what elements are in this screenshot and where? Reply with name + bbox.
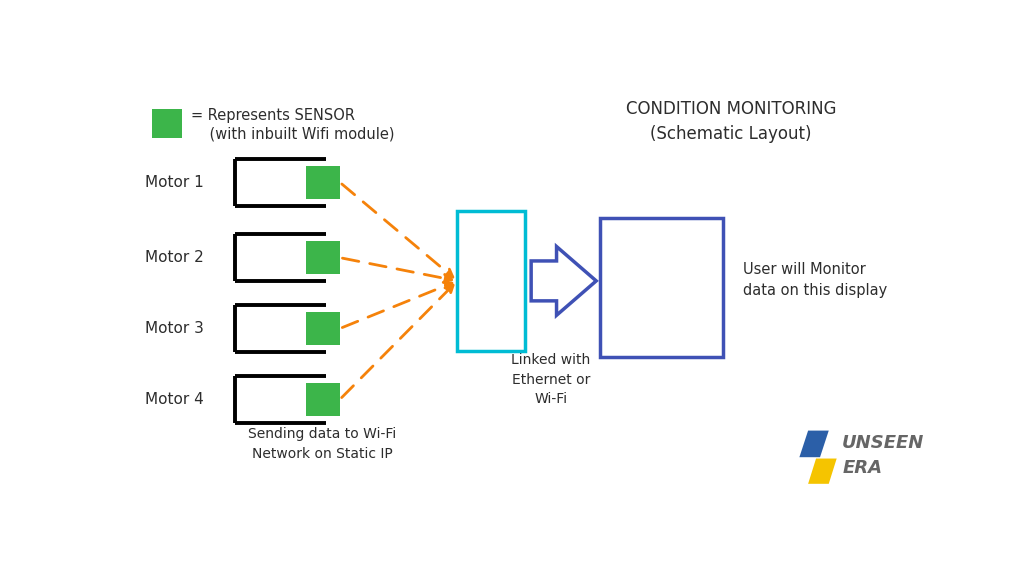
Text: with Software: with Software [612, 270, 713, 285]
Text: ERA: ERA [842, 459, 883, 478]
Text: User will Monitor
data on this display: User will Monitor data on this display [743, 262, 887, 298]
Text: Running: Running [612, 294, 673, 309]
FancyBboxPatch shape [306, 312, 340, 345]
FancyBboxPatch shape [152, 109, 182, 138]
Text: Motor 3: Motor 3 [144, 321, 204, 336]
Polygon shape [531, 247, 596, 315]
Text: Motor 1: Motor 1 [144, 175, 204, 190]
Polygon shape [808, 458, 837, 484]
Text: Linked with
Ethernet or
Wi-Fi: Linked with Ethernet or Wi-Fi [511, 353, 591, 406]
FancyBboxPatch shape [458, 211, 524, 351]
Text: Static IP: Static IP [460, 304, 522, 319]
FancyBboxPatch shape [306, 383, 340, 416]
Text: Sending data to Wi-Fi
Network on Static IP: Sending data to Wi-Fi Network on Static … [248, 427, 396, 461]
Text: Router: Router [466, 254, 516, 269]
Text: SERVER / PC: SERVER / PC [612, 245, 702, 260]
FancyBboxPatch shape [306, 165, 340, 199]
Text: = Represents SENSOR: = Represents SENSOR [191, 108, 355, 123]
Text: Motor 2: Motor 2 [144, 250, 204, 265]
Text: CONDITION MONITORING
(Schematic Layout): CONDITION MONITORING (Schematic Layout) [626, 100, 837, 143]
FancyBboxPatch shape [600, 218, 723, 357]
Text: and DISPLAY: and DISPLAY [612, 319, 705, 334]
Polygon shape [800, 431, 828, 457]
Text: Motor 4: Motor 4 [144, 392, 204, 407]
Text: UNSEEN: UNSEEN [842, 434, 925, 452]
FancyBboxPatch shape [306, 241, 340, 274]
Text: Wifi: Wifi [477, 229, 506, 244]
Text: (with inbuilt Wifi module): (with inbuilt Wifi module) [191, 127, 395, 142]
